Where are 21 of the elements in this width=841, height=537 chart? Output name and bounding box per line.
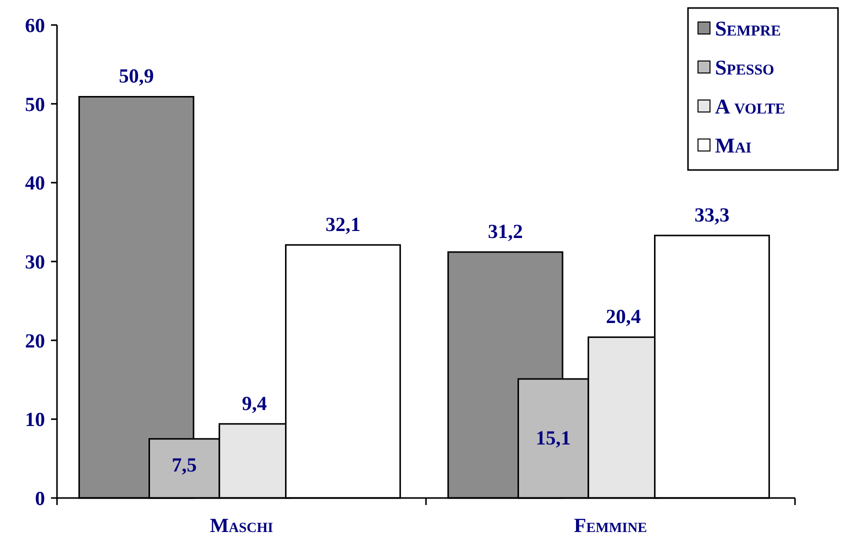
y-tick-label: 30 — [25, 252, 45, 274]
x-tick-label: Femmine — [574, 515, 647, 537]
y-tick-label: 60 — [25, 15, 45, 37]
data-label: 7,5 — [172, 454, 197, 476]
y-tick-label: 20 — [25, 330, 45, 352]
legend-label: Spesso — [715, 55, 774, 80]
data-label: 33,3 — [694, 204, 730, 226]
data-label: 9,4 — [242, 392, 267, 415]
data-label: 50,9 — [118, 66, 154, 88]
data-label: 32,1 — [325, 214, 360, 236]
legend-label: Mai — [715, 133, 752, 158]
y-tick-label: 50 — [25, 94, 45, 116]
x-tick-label: Maschi — [210, 515, 274, 537]
legend-label: Sempre — [715, 16, 781, 40]
data-label: 31,2 — [488, 221, 523, 244]
legend-label: A volte — [715, 94, 786, 118]
y-tick-label: 40 — [25, 172, 45, 195]
y-tick-label: 0 — [35, 488, 45, 510]
y-tick-label: 10 — [25, 409, 45, 432]
data-label: 15,1 — [536, 427, 571, 450]
data-label: 20,4 — [606, 306, 641, 328]
